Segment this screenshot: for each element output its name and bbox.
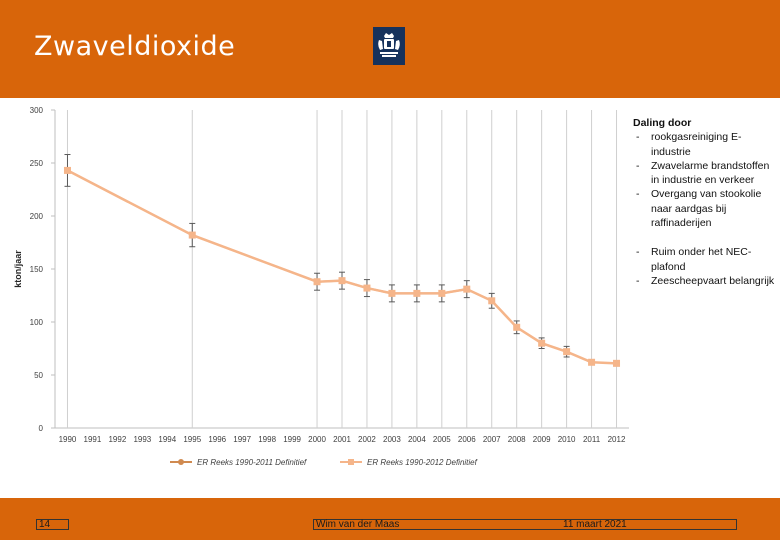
data-point xyxy=(388,289,396,297)
x-tick-label: 1993 xyxy=(133,435,151,444)
x-tick-label: 2009 xyxy=(533,435,551,444)
x-tick-label: 2000 xyxy=(308,435,326,444)
data-point xyxy=(463,285,471,293)
notes-heading: Daling door xyxy=(633,117,692,129)
notes-list-1: rookgasreiniging E-industrie Zwavelarme … xyxy=(633,130,780,230)
emissions-chart: 300 250 200 150 100 50 0 kton/jaar 1990 1991 1992 1… xyxy=(13,106,629,467)
note-item: Overgang van stookolie naar aardgas bij … xyxy=(633,187,780,230)
x-tick-label: 1994 xyxy=(158,435,176,444)
footer-date: 11 maart 2021 xyxy=(563,519,627,530)
footer-page-number: 14 xyxy=(36,519,69,530)
y-tick-label: 300 xyxy=(30,106,44,115)
data-point xyxy=(413,289,421,297)
legend-label: ER Reeks 1990-2012 Definitief xyxy=(367,458,478,467)
x-tick-label: 1997 xyxy=(233,435,251,444)
page-title: Zwaveldioxide xyxy=(34,31,236,62)
y-tick-label: 100 xyxy=(30,318,44,327)
y-tick-label: 250 xyxy=(30,159,44,168)
x-tick-label: 2004 xyxy=(408,435,426,444)
note-item: Zwavelarme brandstoffen in industrie en … xyxy=(633,159,780,188)
data-point xyxy=(613,359,621,367)
footer-author: Wim van der Maas 11 maart 2021 xyxy=(313,519,737,530)
note-item: rookgasreiniging E-industrie xyxy=(633,130,780,159)
notes-list-2: Ruim onder het NEC-plafond Zeescheepvaar… xyxy=(633,245,780,288)
note-item: Zeescheepvaart belangrijk xyxy=(633,274,780,289)
data-point xyxy=(63,166,71,174)
data-point xyxy=(588,358,596,366)
y-tick-label: 200 xyxy=(30,212,44,221)
x-tick-label: 1995 xyxy=(183,435,201,444)
data-point xyxy=(538,339,546,347)
x-tick-label: 2005 xyxy=(433,435,451,444)
x-tick-label: 2008 xyxy=(508,435,526,444)
x-tick-label: 1990 xyxy=(59,435,77,444)
x-tick-label: 1992 xyxy=(108,435,126,444)
x-tick-label: 2007 xyxy=(483,435,501,444)
footer-author-text: Wim van der Maas xyxy=(316,519,400,530)
x-tick-label: 2002 xyxy=(358,435,376,444)
data-point xyxy=(363,284,371,292)
x-tick-label: 2011 xyxy=(583,435,601,444)
data-point xyxy=(488,297,496,305)
rijksoverheid-crest-icon xyxy=(373,27,405,65)
x-tick-label: 1998 xyxy=(258,435,276,444)
x-tick-label: 2001 xyxy=(333,435,351,444)
x-tick-label: 2006 xyxy=(458,435,476,444)
data-point xyxy=(513,323,521,331)
data-point xyxy=(563,348,571,356)
header-bar: Zwaveldioxide xyxy=(0,0,780,88)
x-tick-label: 1996 xyxy=(208,435,226,444)
data-point xyxy=(188,231,196,239)
data-point xyxy=(438,289,446,297)
legend-marker xyxy=(178,459,184,465)
x-tick-label: 2012 xyxy=(608,435,626,444)
notes-panel: Daling door rookgasreiniging E-industrie… xyxy=(633,116,780,289)
legend-marker xyxy=(348,459,354,465)
legend-label: ER Reeks 1990-2011 Definitief xyxy=(197,458,307,467)
note-item: Ruim onder het NEC-plafond xyxy=(633,245,780,274)
x-tick-label: 1991 xyxy=(84,435,102,444)
y-axis-label: kton/jaar xyxy=(13,250,23,288)
data-point xyxy=(338,277,346,285)
x-tick-label: 2003 xyxy=(383,435,401,444)
data-point xyxy=(313,278,321,286)
y-tick-label: 50 xyxy=(34,371,43,380)
y-tick-label: 150 xyxy=(30,265,44,274)
x-tick-label: 2010 xyxy=(558,435,576,444)
y-tick-label: 0 xyxy=(39,424,44,433)
series-line-1990-2011 xyxy=(67,169,592,364)
x-tick-label: 1999 xyxy=(283,435,301,444)
